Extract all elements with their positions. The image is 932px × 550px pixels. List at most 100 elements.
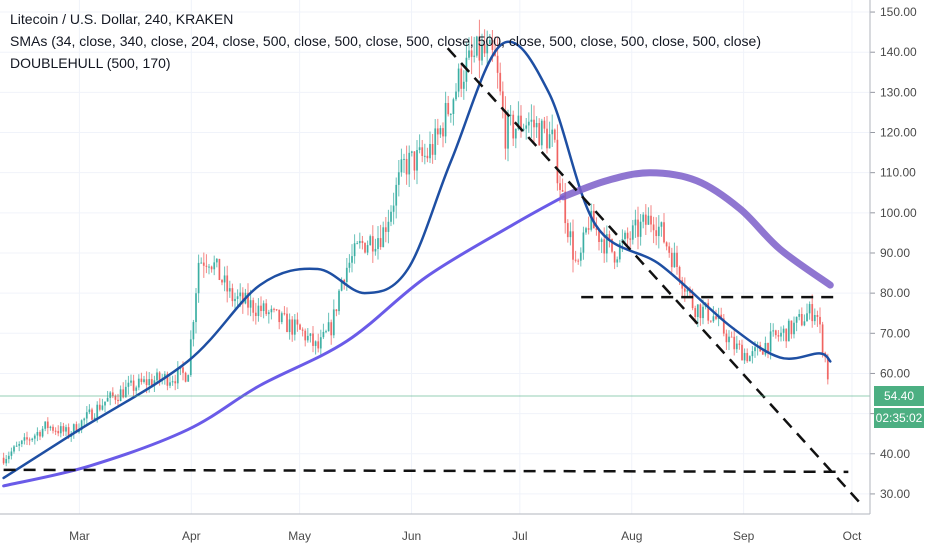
candle-body: [13, 446, 15, 452]
candle-body: [132, 380, 135, 391]
candle-body: [488, 40, 491, 44]
candle-body: [603, 239, 606, 254]
candle-body: [452, 99, 455, 114]
candle-body: [348, 262, 351, 268]
x-tick-label: May: [288, 529, 311, 543]
candle-body: [49, 426, 52, 429]
candle-body: [358, 240, 361, 244]
candle-body: [748, 356, 751, 362]
candle-body: [109, 392, 112, 398]
candle-body: [501, 91, 504, 111]
candle-body: [696, 304, 699, 317]
candle-body: [137, 378, 140, 388]
y-tick-label: 60.00: [880, 366, 910, 380]
candle-body: [143, 379, 145, 382]
candle-body: [267, 312, 270, 315]
y-tick-label: 130.00: [880, 85, 917, 99]
candle-body: [111, 392, 114, 397]
candle-body: [637, 219, 639, 237]
candle-body: [553, 129, 556, 140]
candle-body: [600, 239, 603, 242]
candle-body: [278, 309, 281, 323]
candle-body: [806, 313, 808, 322]
candle-body: [18, 444, 21, 446]
candle-body: [585, 228, 587, 233]
candle-body: [408, 152, 411, 175]
candle-body: [449, 113, 452, 115]
candle-body: [767, 342, 769, 352]
candle-body: [400, 159, 403, 173]
candle-body: [384, 227, 387, 232]
candle-body: [228, 288, 231, 292]
candle-body: [431, 144, 434, 155]
candle-body: [624, 232, 626, 240]
candle-body: [795, 316, 798, 323]
candle-body: [192, 322, 195, 340]
candle-body: [819, 316, 821, 325]
candle-body: [273, 308, 275, 310]
candle-body: [218, 258, 221, 280]
candle-body: [361, 240, 364, 244]
candle-body: [561, 190, 564, 192]
candle-body: [301, 329, 304, 331]
candle-body: [725, 333, 728, 343]
candle-body: [798, 314, 801, 317]
candle-body: [234, 298, 236, 302]
candle-body: [707, 302, 710, 321]
candle-body: [559, 183, 561, 191]
candle-body: [421, 147, 424, 157]
trendline-dashed[interactable]: [446, 47, 864, 507]
candle-body: [127, 382, 130, 387]
candle-body: [2, 457, 5, 464]
candle-body: [260, 305, 262, 312]
candle-body: [382, 227, 385, 248]
candle-body: [517, 115, 520, 130]
candle-body: [379, 238, 382, 248]
candle-body: [72, 424, 75, 434]
candle-body: [299, 324, 301, 330]
candle-body: [478, 36, 481, 61]
candle-body: [533, 119, 535, 128]
candle-body: [57, 431, 60, 434]
candle-body: [826, 357, 829, 380]
candle-body: [522, 128, 525, 131]
candle-body: [665, 242, 668, 247]
candle-body: [210, 266, 213, 270]
candle-body: [787, 320, 790, 342]
candle-body: [93, 417, 96, 420]
candle-body: [504, 110, 507, 149]
candle-body: [509, 114, 512, 116]
candle-body: [39, 431, 41, 437]
candle-body: [23, 437, 26, 441]
x-tick-label: Mar: [69, 529, 90, 543]
candle-body: [80, 420, 83, 431]
candle-body: [366, 245, 369, 253]
candle-body: [808, 304, 811, 314]
sma-line-dark: [2, 40, 832, 480]
candle-body: [262, 303, 265, 312]
x-tick-label: Apr: [182, 529, 201, 543]
candle-body: [44, 421, 47, 429]
candle-body: [275, 309, 278, 311]
candle-body: [130, 380, 132, 383]
candle-body: [371, 236, 374, 252]
candle-body: [345, 267, 348, 283]
y-tick-label: 100.00: [880, 206, 917, 220]
candle-body: [678, 267, 681, 281]
x-tick-label: Jul: [512, 529, 527, 543]
candle-body: [650, 215, 652, 225]
candle-body: [572, 231, 574, 260]
candle-body: [413, 151, 416, 171]
candle-body: [356, 243, 359, 245]
candle-body: [166, 374, 169, 386]
trendline-dashed[interactable]: [3, 468, 849, 474]
candle-body: [286, 313, 288, 333]
candle-body: [527, 121, 530, 126]
candle-body: [790, 320, 793, 335]
candle-body: [647, 215, 650, 225]
candle-body: [96, 404, 99, 418]
candle-body: [135, 387, 138, 391]
candle-body: [405, 158, 408, 175]
candle-body: [104, 401, 106, 406]
